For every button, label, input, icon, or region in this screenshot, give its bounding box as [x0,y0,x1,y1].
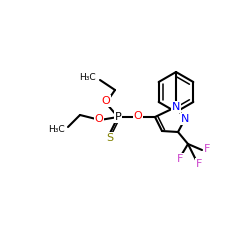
Text: F: F [177,154,183,164]
Text: S: S [106,133,114,143]
Text: N: N [181,114,189,124]
Text: F: F [196,159,202,169]
Text: H₃C: H₃C [48,124,65,134]
Text: P: P [114,112,121,122]
Text: O: O [134,111,142,121]
Text: O: O [102,96,110,106]
Text: F: F [204,144,210,154]
Text: N: N [172,102,180,112]
Text: H₃C: H₃C [80,74,96,82]
Text: O: O [94,114,104,124]
